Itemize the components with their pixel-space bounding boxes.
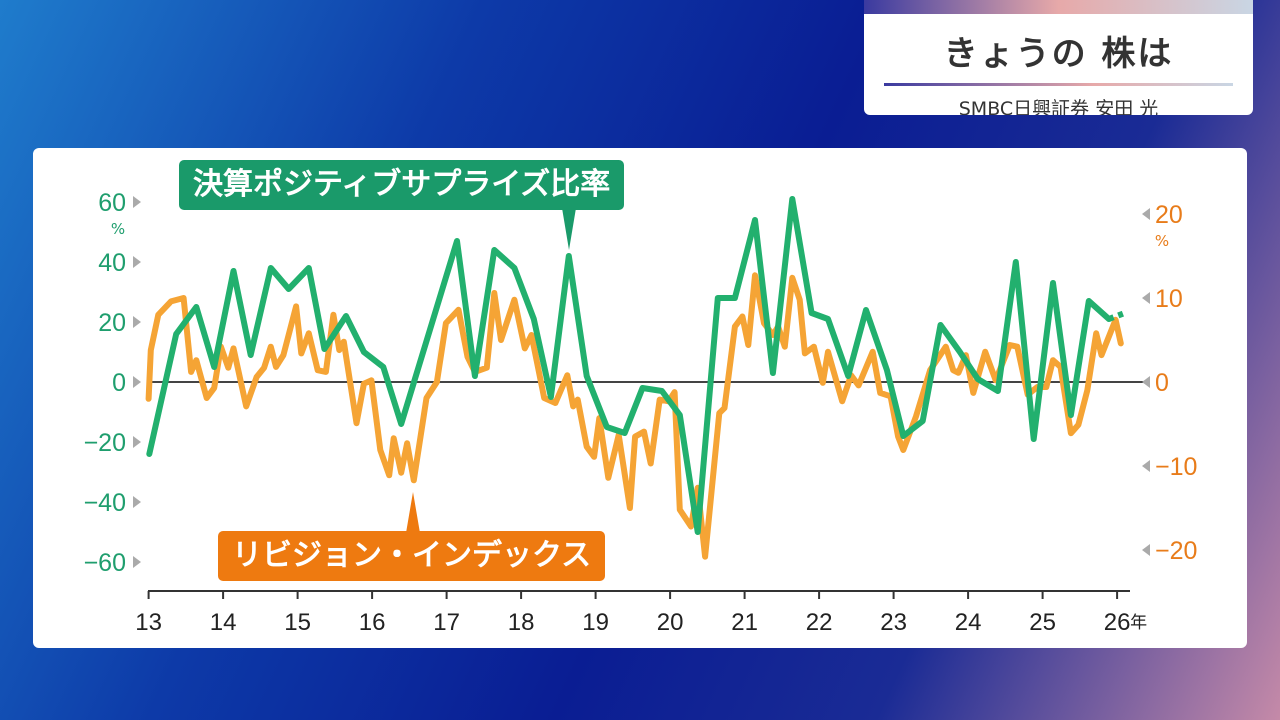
x-tick-label: 22 [806,609,833,636]
left-tick-label: −60 [84,549,126,577]
x-tick-label: 25 [1029,609,1056,636]
right-tick-label: 10 [1155,285,1183,313]
x-tick-label: 16 [359,609,386,636]
revision-index-line [145,272,1124,560]
program-title-box: きょうの 株は SMBC日興証券 安田 光 [864,0,1253,115]
right-tick-label: 20 [1155,201,1183,229]
green-callout-pointer [562,208,576,250]
right-tick-label: 0 [1155,369,1169,397]
series-label-positive-surprise: 決算ポジティブサプライズ比率 [179,160,625,210]
x-tick-label: 26 [1104,609,1131,636]
right-tick-arrow-icon [1142,208,1150,220]
x-tick-label: 15 [284,609,311,636]
x-tick-label: 13 [135,609,162,636]
title-divider [884,83,1233,86]
program-title: きょうの 株は [943,34,1174,74]
right-tick-label: −10 [1155,453,1197,481]
x-tick-label: 17 [433,609,460,636]
positive-surprise-forecast-line [1107,310,1126,322]
left-tick-label: 0 [112,369,126,397]
left-tick-label: 60 [98,189,126,217]
right-tick-arrow-icon [1142,292,1150,304]
x-tick-label: 23 [880,609,907,636]
left-tick-arrow-icon [133,556,141,568]
left-tick-arrow-icon [133,376,141,388]
left-tick-arrow-icon [133,496,141,508]
orange-callout-pointer [406,492,420,533]
left-tick-arrow-icon [133,196,141,208]
right-tick-arrow-icon [1142,460,1150,472]
right-tick-arrow-icon [1142,544,1150,556]
left-tick-arrow-icon [133,316,141,328]
title-gradient-strip [864,0,1253,14]
x-unit-label: 年 [1130,613,1147,633]
x-tick-label: 20 [657,609,684,636]
right-tick-label: −20 [1155,537,1197,565]
left-tick-label: −20 [84,429,126,457]
right-tick-arrow-icon [1142,376,1150,388]
series-label-revision-index: リビジョン・インデックス [218,531,606,581]
right-unit-label: % [1155,232,1169,250]
left-tick-label: −40 [84,489,126,517]
left-tick-label: 20 [98,309,126,337]
left-tick-arrow-icon [133,436,141,448]
positive-surprise-ratio-line [146,196,1112,535]
guest-name: SMBC日興証券 安田 光 [958,98,1159,115]
x-tick-label: 18 [508,609,535,636]
left-tick-arrow-icon [133,256,141,268]
x-tick-label: 24 [955,609,982,636]
x-tick-label: 21 [731,609,758,636]
left-unit-label: % [111,220,125,238]
x-tick-label: 14 [210,609,237,636]
x-tick-label: 19 [582,609,609,636]
left-tick-label: 40 [98,249,126,277]
